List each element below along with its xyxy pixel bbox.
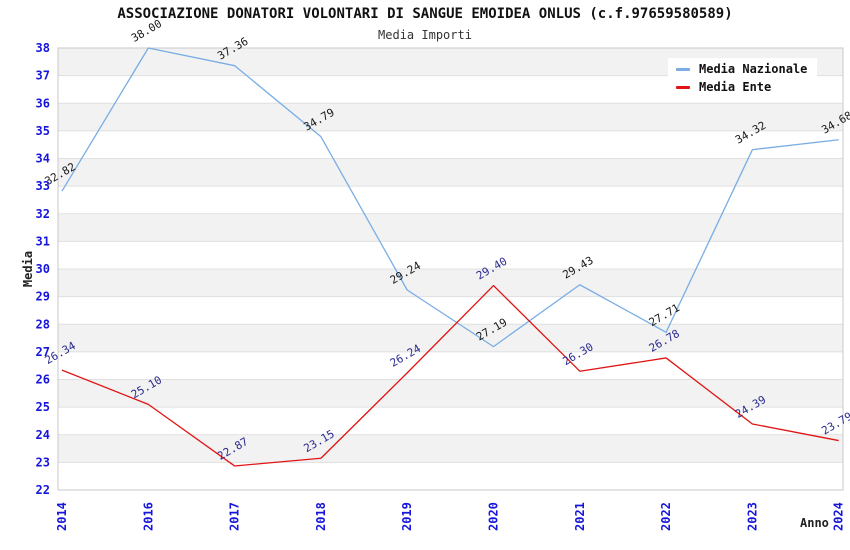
y-axis-label: Media bbox=[21, 250, 35, 288]
y-tick-label: 37 bbox=[36, 69, 50, 83]
y-tick-label: 29 bbox=[36, 290, 50, 304]
plot-band bbox=[58, 434, 843, 463]
legend-label-nazionale: Media Nazionale bbox=[699, 62, 808, 76]
series-line-media-ente bbox=[61, 284, 839, 467]
plot-band bbox=[58, 269, 843, 297]
legend-label-ente: Media Ente bbox=[699, 80, 772, 94]
y-tick-label: 22 bbox=[36, 483, 50, 497]
x-tick-label: 2023 bbox=[745, 502, 759, 531]
plot-band bbox=[58, 130, 843, 159]
series-line-media-nazionale bbox=[61, 47, 839, 348]
y-tick-label: 23 bbox=[36, 455, 50, 469]
y-tick-label: 25 bbox=[36, 400, 50, 414]
legend-line-swatch-ente bbox=[676, 85, 690, 89]
chart-title: ASSOCIAZIONE DONATORI VOLONTARI DI SANGU… bbox=[117, 6, 733, 22]
plot-band bbox=[58, 407, 843, 435]
x-tick-label: 2020 bbox=[487, 502, 501, 531]
plot-band bbox=[58, 213, 843, 242]
y-tick-label: 32 bbox=[36, 207, 50, 221]
y-tick-label: 34 bbox=[36, 152, 50, 166]
plot-band bbox=[58, 296, 843, 325]
y-tick-label: 30 bbox=[36, 262, 50, 276]
x-tick-label: 2024 bbox=[832, 502, 846, 531]
chart-subtitle: Media Importi bbox=[378, 28, 472, 42]
plot-band bbox=[58, 158, 843, 187]
y-tick-label: 38 bbox=[36, 41, 50, 55]
y-tick-label: 33 bbox=[36, 179, 50, 193]
legend-item-media-nazionale: Media Nazionale bbox=[676, 62, 807, 76]
plot-band bbox=[58, 351, 843, 380]
plot-band bbox=[58, 103, 843, 131]
x-tick-label: 2016 bbox=[141, 502, 155, 531]
legend: Media Nazionale Media Ente bbox=[668, 58, 818, 98]
y-tick-label: 31 bbox=[36, 234, 50, 248]
y-tick-label: 27 bbox=[36, 345, 50, 359]
x-axis-label: Anno bbox=[800, 516, 829, 530]
legend-item-media-ente: Media Ente bbox=[676, 80, 807, 94]
y-tick-label: 35 bbox=[36, 124, 50, 138]
x-tick-label: 2021 bbox=[573, 502, 587, 531]
plot-band bbox=[58, 462, 843, 490]
x-tick-label: 2019 bbox=[400, 502, 414, 531]
x-tick-label: 2014 bbox=[55, 502, 69, 531]
y-tick-label: 24 bbox=[36, 428, 50, 442]
x-tick-label: 2017 bbox=[228, 502, 242, 531]
y-tick-label: 26 bbox=[36, 373, 50, 387]
x-tick-label: 2018 bbox=[314, 502, 328, 531]
y-tick-label: 28 bbox=[36, 317, 50, 331]
legend-line-swatch-nazionale bbox=[676, 67, 690, 71]
y-tick-label: 36 bbox=[36, 96, 50, 110]
plot-border bbox=[57, 47, 844, 491]
plot-band bbox=[58, 186, 843, 214]
x-tick-label: 2022 bbox=[659, 502, 673, 531]
plot-band bbox=[58, 241, 843, 269]
